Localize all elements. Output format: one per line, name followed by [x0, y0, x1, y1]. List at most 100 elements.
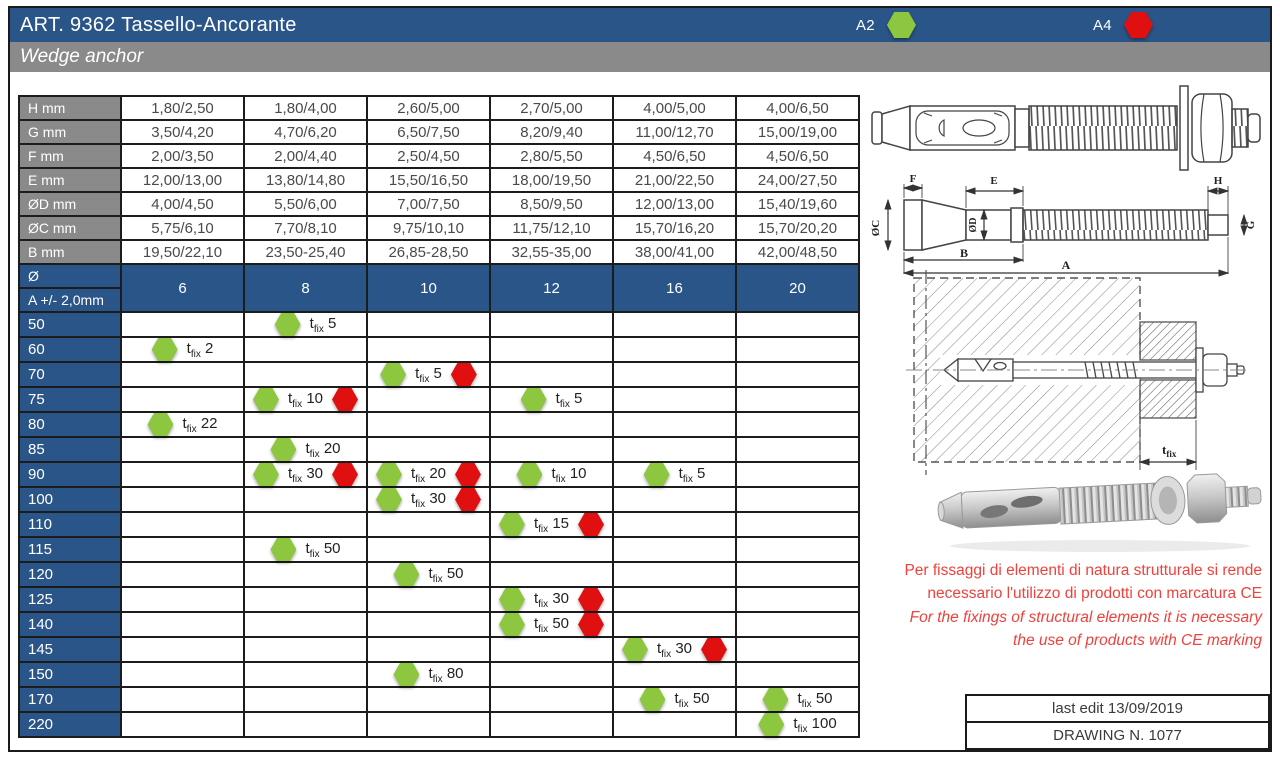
matrix-cell [735, 436, 860, 463]
a2-hexagon-icon [152, 338, 178, 361]
matrix-cell [489, 561, 614, 588]
dim-label-f: F [910, 173, 917, 185]
matrix-cell [120, 486, 245, 513]
matrix-cell [120, 611, 245, 638]
matrix-cell [366, 611, 491, 638]
tfix-value: tfix 30 [287, 464, 324, 485]
anchor-length-label: 150 [18, 661, 122, 688]
tfix-dimension-label: tfix [1162, 442, 1177, 459]
anchor-length-label: 85 [18, 436, 122, 463]
matrix-cell [489, 411, 614, 438]
matrix-cell: tfix 15 [489, 511, 614, 538]
matrix-cell [612, 611, 737, 638]
matrix-cell [612, 536, 737, 563]
matrix-cell [735, 411, 860, 438]
dimension-row: F mm 2,00/3,50 2,00/4,40 2,50/4,50 2,80/5,50… [18, 143, 860, 169]
matrix-cell: tfix 30 [366, 486, 491, 513]
anchor-length-label: 125 [18, 586, 122, 613]
anchor-length-label: 70 [18, 361, 122, 388]
matrix-cell [735, 636, 860, 663]
tfix-value: tfix 22 [182, 414, 218, 435]
tfix-value: tfix 15 [533, 514, 570, 535]
a2-hexagon-icon [887, 12, 916, 38]
matrix-row: 50 tfix 5 [18, 311, 860, 338]
matrix-cell: tfix 22 [120, 411, 245, 438]
a4-hexagon-icon [455, 488, 481, 511]
matrix-cell [735, 586, 860, 613]
tfix-value: tfix 100 [793, 714, 837, 735]
matrix-cell-content: tfix 5 [491, 388, 612, 411]
dimension-value: 15,70/16,20 [612, 215, 737, 241]
dimension-value: 5,75/6,10 [120, 215, 245, 241]
dimension-value: 2,00/3,50 [120, 143, 245, 169]
installation-cross-section-drawing: tfix [906, 270, 1250, 475]
matrix-cell [612, 661, 737, 688]
tfix-value: tfix 2 [186, 339, 214, 360]
a2-hexagon-icon [380, 363, 406, 386]
matrix-row: 60 tfix 2 [18, 336, 860, 363]
dimension-label: G mm [18, 119, 122, 145]
matrix-cell: tfix 50 [735, 686, 860, 713]
a4-hexagon-icon [701, 638, 727, 661]
matrix-cell [120, 586, 245, 613]
matrix-row: 120 tfix 50 [18, 561, 860, 588]
anchor-spec-table: H mm 1,80/2,50 1,80/4,00 2,60/5,00 2,70/5,00… [18, 95, 860, 738]
tfix-value: tfix 10 [551, 464, 587, 485]
matrix-row: 115 tfix 50 [18, 536, 860, 563]
a4-label: A4 [1093, 16, 1112, 34]
ce-note: Per fissaggi di elementi di natura strut… [888, 559, 1262, 652]
dimension-value: 3,50/4,20 [120, 119, 245, 145]
dimension-value: 1,80/2,50 [120, 95, 245, 121]
matrix-cell: tfix 5 [489, 386, 614, 413]
matrix-cell [120, 686, 245, 713]
a2-hexagon-icon [758, 713, 784, 736]
dimension-value: 8,50/9,50 [489, 191, 614, 217]
matrix-row: 85 tfix 20 [18, 436, 860, 463]
dimension-value: 15,00/19,00 [735, 119, 860, 145]
matrix-cell [120, 661, 245, 688]
ce-note-line: necessario l'utilizzo di prodotti con ma… [927, 585, 1262, 603]
drawing-number: DRAWING N. 1077 [965, 721, 1270, 750]
a4-hexagon-icon [451, 363, 477, 386]
dimension-row: ØD mm 4,00/4,50 5,50/6,00 7,00/7,50 8,50/9,5… [18, 191, 860, 217]
dimension-value: 12,00/13,00 [120, 167, 245, 193]
matrix-row: 125 tfix 30 [18, 586, 860, 613]
matrix-cell [243, 361, 368, 388]
diameter-column-header: 16 [612, 263, 737, 313]
dimension-value: 5,50/6,00 [243, 191, 368, 217]
dim-label-oc: ØC [870, 220, 882, 237]
a4-hexagon-icon [332, 463, 358, 486]
matrix-row: 140 tfix 50 [18, 611, 860, 638]
ce-note-line: Per fissaggi di elementi di natura strut… [904, 562, 1262, 579]
matrix-row: 70 tfix 5 [18, 361, 860, 388]
dimension-value: 12,00/13,00 [612, 191, 737, 217]
a2-hexagon-icon [393, 563, 419, 586]
dimension-value: 4,50/6,50 [735, 143, 860, 169]
matrix-cell: tfix 10 [489, 461, 614, 488]
matrix-cell [243, 636, 368, 663]
matrix-cell [120, 511, 245, 538]
dimension-value: 4,00/4,50 [120, 191, 245, 217]
a2-hexagon-icon [521, 388, 547, 411]
matrix-cell [489, 661, 614, 688]
matrix-cell [612, 486, 737, 513]
matrix-cell-content: tfix 50 [614, 688, 735, 711]
matrix-cell [735, 336, 860, 363]
matrix-cell-content: tfix 50 [737, 688, 858, 711]
matrix-row: 75 tfix 10 tfix 5 [18, 386, 860, 413]
matrix-cell-content: tfix 5 [245, 313, 366, 336]
matrix-cell [120, 536, 245, 563]
matrix-cell [612, 361, 737, 388]
matrix-cell-content: tfix 15 [491, 513, 612, 536]
matrix-cell: tfix 80 [366, 661, 491, 688]
matrix-cell [735, 486, 860, 513]
tfix-value: tfix 5 [555, 389, 583, 410]
anchor-length-label: 100 [18, 486, 122, 513]
dimension-value: 32,55-35,00 [489, 239, 614, 265]
matrix-cell [735, 461, 860, 488]
dimension-value: 9,75/10,10 [366, 215, 491, 241]
matrix-cell [489, 311, 614, 338]
matrix-cell [489, 486, 614, 513]
a2-hexagon-icon [622, 638, 648, 661]
anchor-length-label: 60 [18, 336, 122, 363]
